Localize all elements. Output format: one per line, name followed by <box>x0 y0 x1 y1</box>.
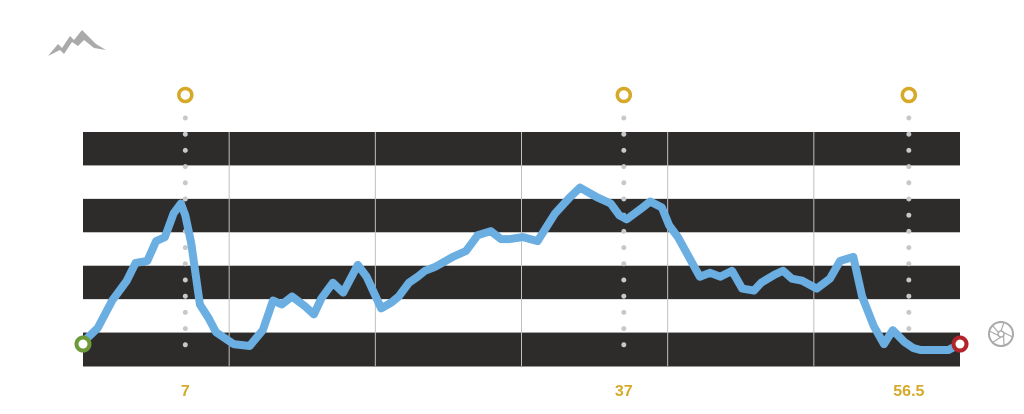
marker-distance-label: 37 <box>615 383 633 400</box>
start-point-marker <box>74 335 92 353</box>
marker-ring <box>177 86 194 104</box>
distance-markers: 7 37 56.5 <box>177 86 925 400</box>
mountain-icon <box>48 30 106 56</box>
marker-distance-label: 56.5 <box>893 383 924 400</box>
marker-ring <box>900 86 918 104</box>
marker-ring <box>615 86 633 104</box>
vertical-gridlines <box>228 132 815 366</box>
marker-distance-label: 7 <box>181 383 190 400</box>
finish-point-marker <box>951 335 969 353</box>
bicycle-wheel-icon <box>988 321 1014 347</box>
elevation-profile-line <box>79 183 964 354</box>
